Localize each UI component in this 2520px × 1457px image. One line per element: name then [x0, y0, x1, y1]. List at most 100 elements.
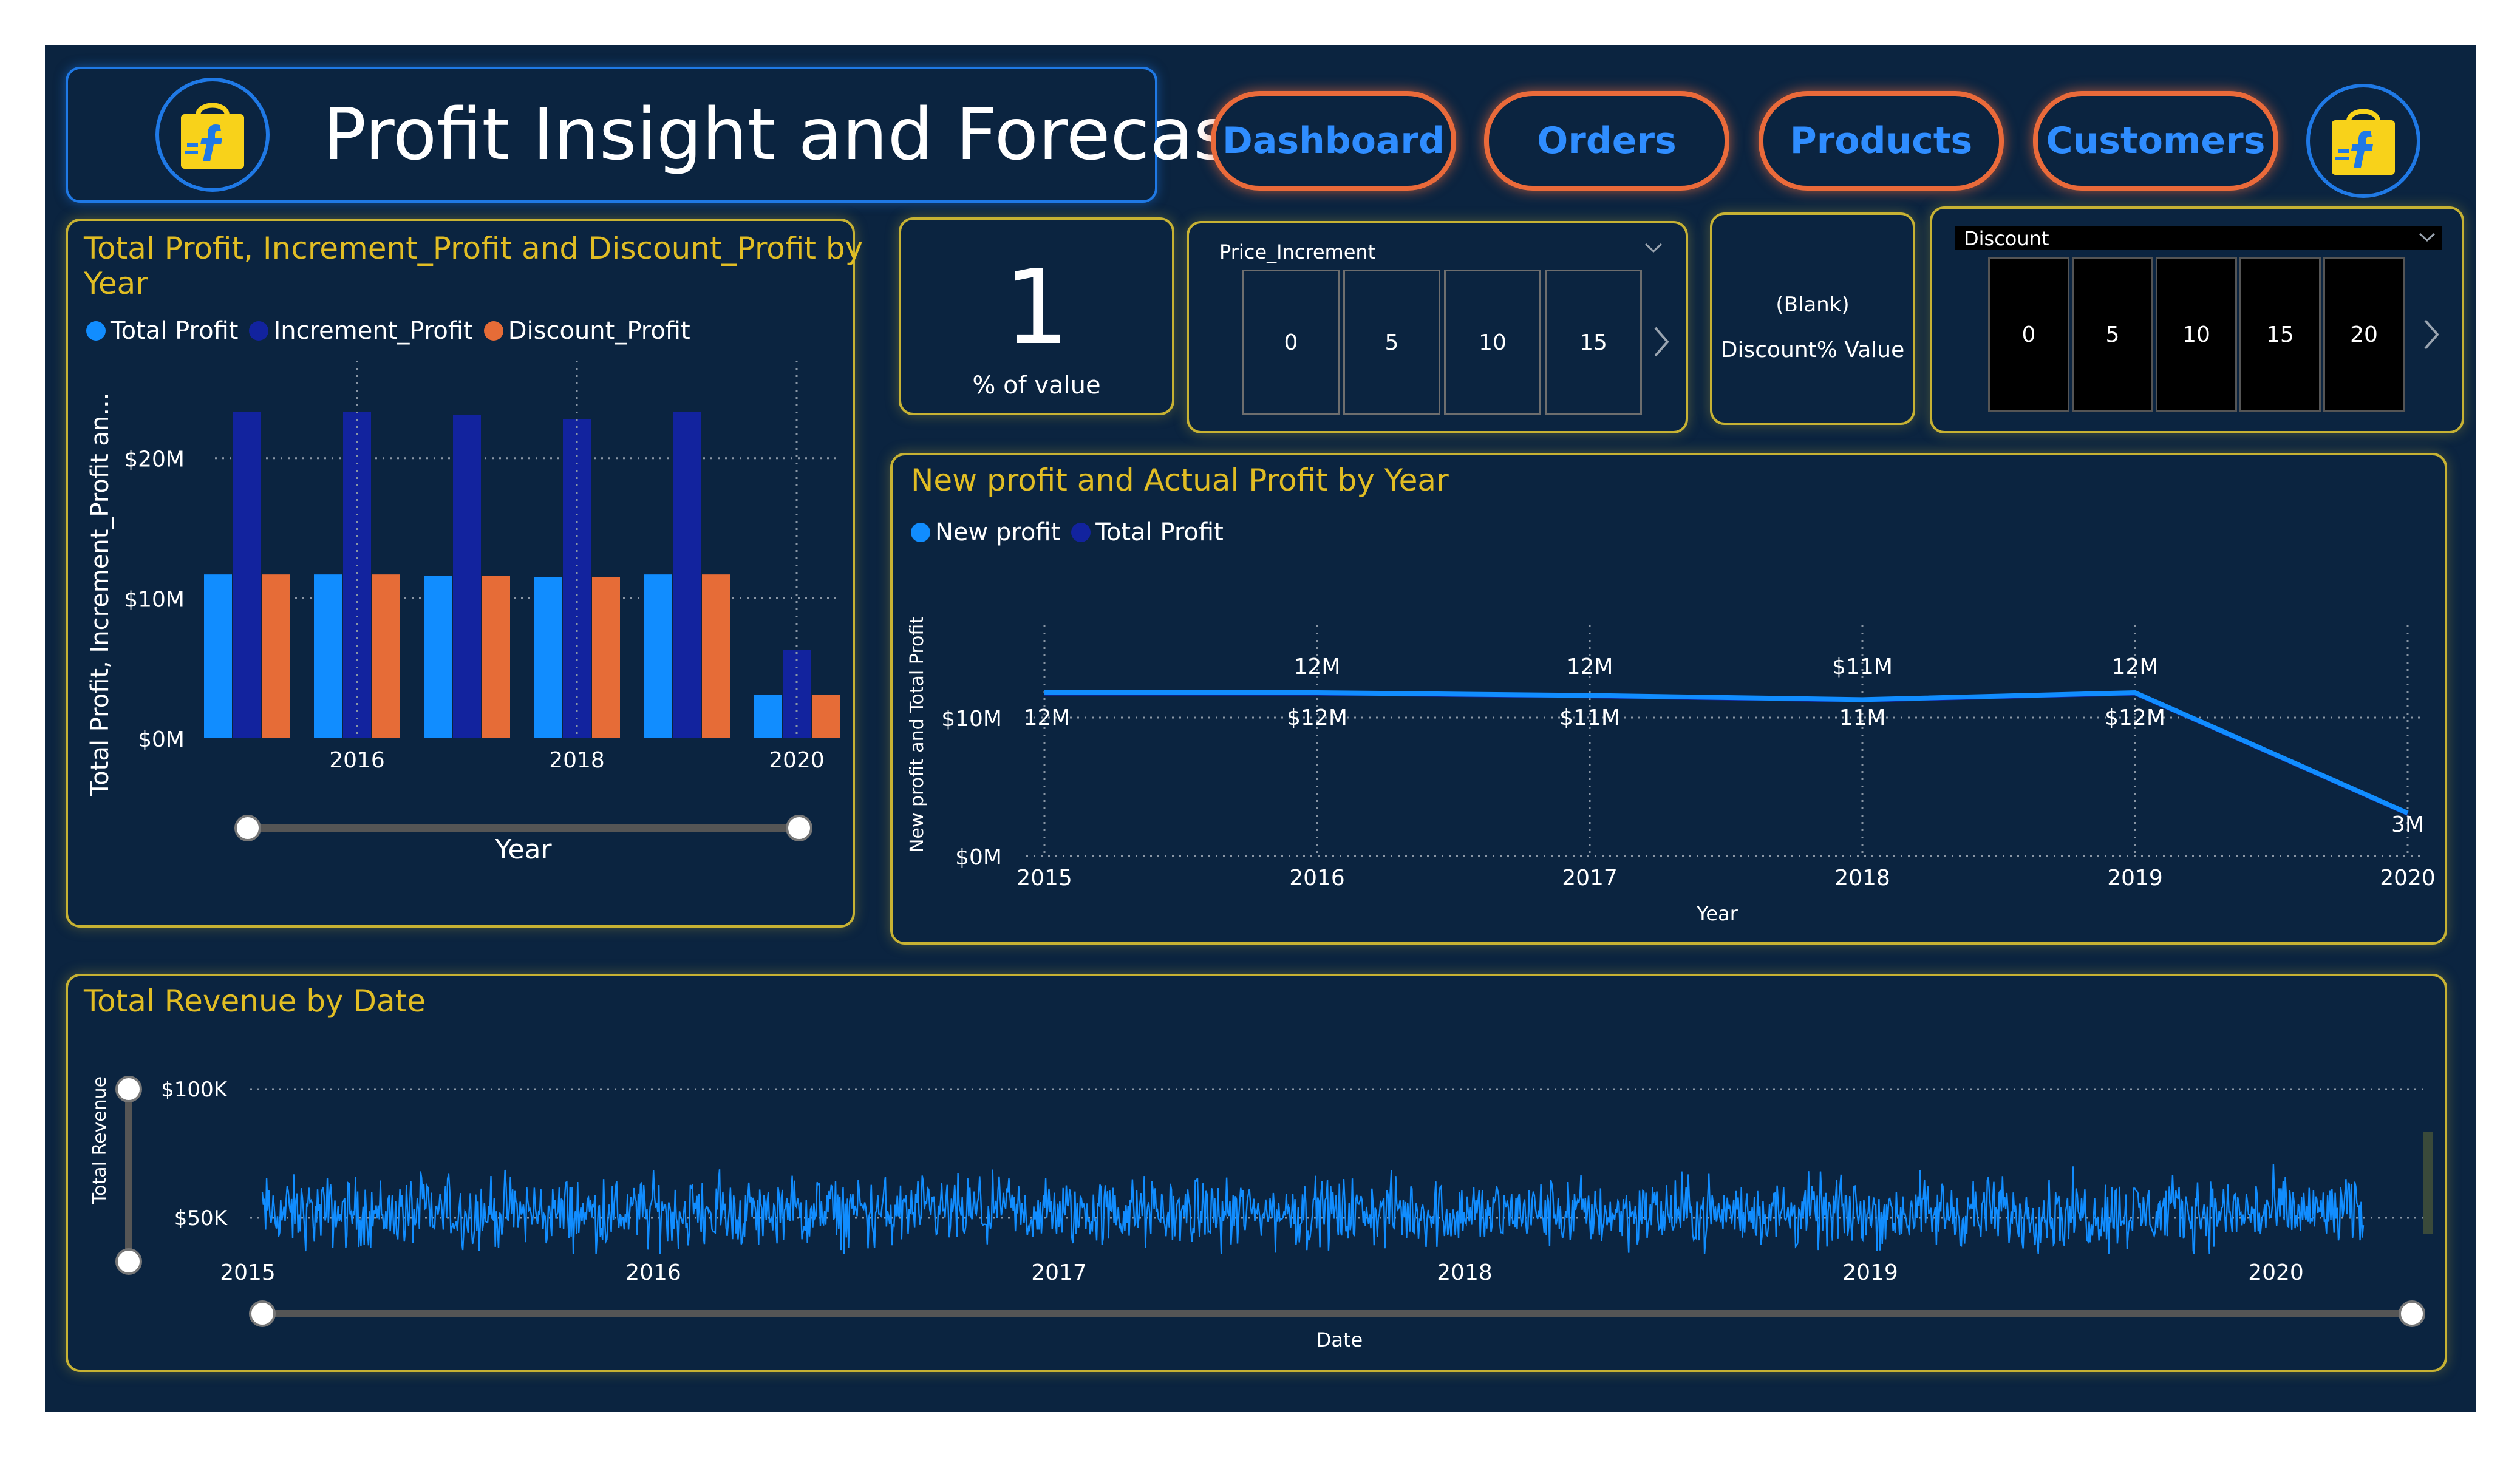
slider-handle-end[interactable] [786, 815, 812, 841]
legend-item[interactable]: Discount_Profit [483, 317, 690, 345]
bar-increment-profit [673, 412, 701, 738]
chart2-ylabel: New profit and Total Profit [907, 617, 928, 852]
data-label: $12M [1287, 705, 1347, 730]
chevron-down-icon[interactable] [2418, 232, 2436, 243]
data-label: 12M [1024, 705, 1071, 730]
flipkart-logo [155, 78, 270, 192]
y-tick-label: $100K [161, 1078, 228, 1102]
flipkart-logo-right [2306, 84, 2420, 198]
x-tick-label: 2018 [549, 748, 605, 773]
y-tick-label: $10M [941, 707, 1002, 732]
revenue-by-date-panel: Total Revenue by Date Total Revenue Date… [66, 974, 2447, 1372]
bar-increment-profit [343, 412, 371, 738]
chart2-title: New profit and Actual Profit by Year [911, 463, 1449, 498]
bar-increment-profit [783, 650, 811, 738]
x-tick-label: 2017 [1031, 1260, 1087, 1285]
legend-item[interactable]: New profit [911, 518, 1060, 546]
chart1-title-line2: Year [84, 266, 148, 301]
chart2-xlabel: Year [1696, 902, 1738, 925]
slicer-tile[interactable]: 5 [1343, 270, 1440, 415]
x-tick-label: 2020 [2248, 1260, 2304, 1285]
slicer-tile[interactable]: 10 [2156, 257, 2237, 412]
x-tick-label: 2019 [1842, 1260, 1898, 1285]
nav-products-button[interactable]: Products [1759, 91, 2004, 191]
bar-increment-profit [453, 415, 481, 738]
nav-orders-button[interactable]: Orders [1484, 91, 1729, 191]
chevron-down-icon[interactable] [1643, 242, 1664, 254]
legend-item[interactable]: Total Profit [86, 317, 238, 345]
data-label: $11M [1832, 654, 1893, 679]
slicer-tile[interactable]: 0 [1242, 270, 1340, 415]
slicer-tile[interactable]: 0 [1988, 257, 2069, 412]
flipkart-logo-icon [2332, 109, 2395, 175]
x-tick-label: 2018 [1834, 866, 1890, 891]
chart3-scrollbar[interactable] [2423, 1132, 2433, 1234]
slicer-tile[interactable]: 5 [2072, 257, 2153, 412]
bar-increment-profit [563, 419, 591, 738]
data-label: 12M [1294, 654, 1341, 679]
slider-handle-end[interactable] [2399, 1300, 2425, 1327]
bar-discount-profit [372, 574, 400, 738]
x-tick-label: 2016 [625, 1260, 681, 1285]
discount-slicer-header[interactable]: Discount [1955, 226, 2442, 250]
x-tick-label: 2018 [1437, 1260, 1493, 1285]
bar-discount-profit [702, 574, 730, 738]
discount-card-label: Discount% Value [1720, 338, 1905, 362]
slicer-tile[interactable]: 15 [2239, 257, 2321, 412]
nav-customers-button[interactable]: Customers [2033, 91, 2278, 191]
slicer-tile[interactable]: 10 [1444, 270, 1541, 415]
chart1-year-slider[interactable] [234, 815, 812, 841]
slider-handle-start[interactable] [234, 815, 261, 841]
header-panel: Profit Insight and Forecast [66, 67, 1259, 203]
page-title: Profit Insight and Forecast [323, 92, 1259, 176]
slider-handle-top[interactable] [115, 1076, 142, 1102]
legend-label: Discount_Profit [508, 317, 690, 345]
chart1-xlabel: Year [494, 834, 552, 865]
legend-item[interactable]: Increment_Profit [249, 317, 473, 345]
chart3-plot[interactable]: Total Revenue Date $100K $50K 2015 2016 2017… [68, 1025, 2445, 1365]
discount-slicer: Discount 0 5 10 15 20 [1930, 206, 2464, 433]
slicer-tile[interactable]: 20 [2323, 257, 2405, 412]
legend-label: Total Profit [1095, 518, 1224, 546]
legend-item[interactable]: Total Profit [1071, 518, 1224, 546]
nav-dashboard-button[interactable]: Dashboard [1211, 91, 1456, 191]
slider-handle-start[interactable] [249, 1300, 276, 1327]
discount-value-card: (Blank) Discount% Value [1710, 212, 1915, 425]
bar-discount-profit [812, 695, 840, 738]
y-tick-label: $0M [955, 845, 1002, 870]
legend-label: Total Profit [111, 317, 239, 345]
percent-value-card: 1 % of value [899, 217, 1174, 415]
bar-total-profit [644, 574, 672, 738]
chart2-legend: New profit Total Profit [911, 518, 1234, 546]
chevron-right-icon[interactable] [2423, 318, 2440, 351]
price-increment-slicer: Price_Increment 0 5 10 15 [1187, 221, 1688, 433]
y-tick-label: $0M [138, 727, 185, 752]
chart1-plot[interactable]: Total Profit, Increment_Profit an... Yea… [68, 361, 853, 968]
kpi-value: 1 [1003, 248, 1070, 368]
x-tick-label: 2017 [1562, 866, 1618, 891]
chart2-plot[interactable]: New profit and Total Profit Year $10M $0M… [893, 552, 2445, 941]
data-label: 12M [2112, 654, 2159, 679]
x-tick-label: 2016 [1289, 866, 1345, 891]
report-canvas: Profit Insight and Forecast Dashboard Or… [45, 45, 2476, 1412]
bar-discount-profit [482, 576, 510, 738]
line-total-profit [1044, 692, 2409, 816]
bar-discount-profit [262, 574, 290, 738]
slider-handle-bottom[interactable] [115, 1248, 142, 1275]
data-label: 3M [2391, 812, 2424, 837]
line-new-profit [1044, 690, 2409, 815]
slicer-title: Discount [1964, 227, 2049, 250]
chart1-legend: Total Profit Increment_Profit Discount_P… [86, 317, 701, 345]
kpi-label: % of value [972, 372, 1101, 399]
slicer-tile[interactable]: 15 [1545, 270, 1642, 415]
line-total-revenue [261, 1164, 2365, 1254]
profit-by-year-panel: Total Profit, Increment_Profit and Disco… [66, 219, 863, 928]
discount-card-value: (Blank) [1776, 293, 1850, 317]
x-tick-label: 2019 [2107, 866, 2163, 891]
chart3-date-slider[interactable] [249, 1300, 2425, 1327]
y-tick-label: $10M [124, 587, 185, 612]
chevron-right-icon[interactable] [1653, 325, 1670, 358]
data-label: $12M [2105, 705, 2165, 730]
chart3-value-slider[interactable] [115, 1076, 142, 1275]
bar-total-profit [534, 577, 562, 738]
